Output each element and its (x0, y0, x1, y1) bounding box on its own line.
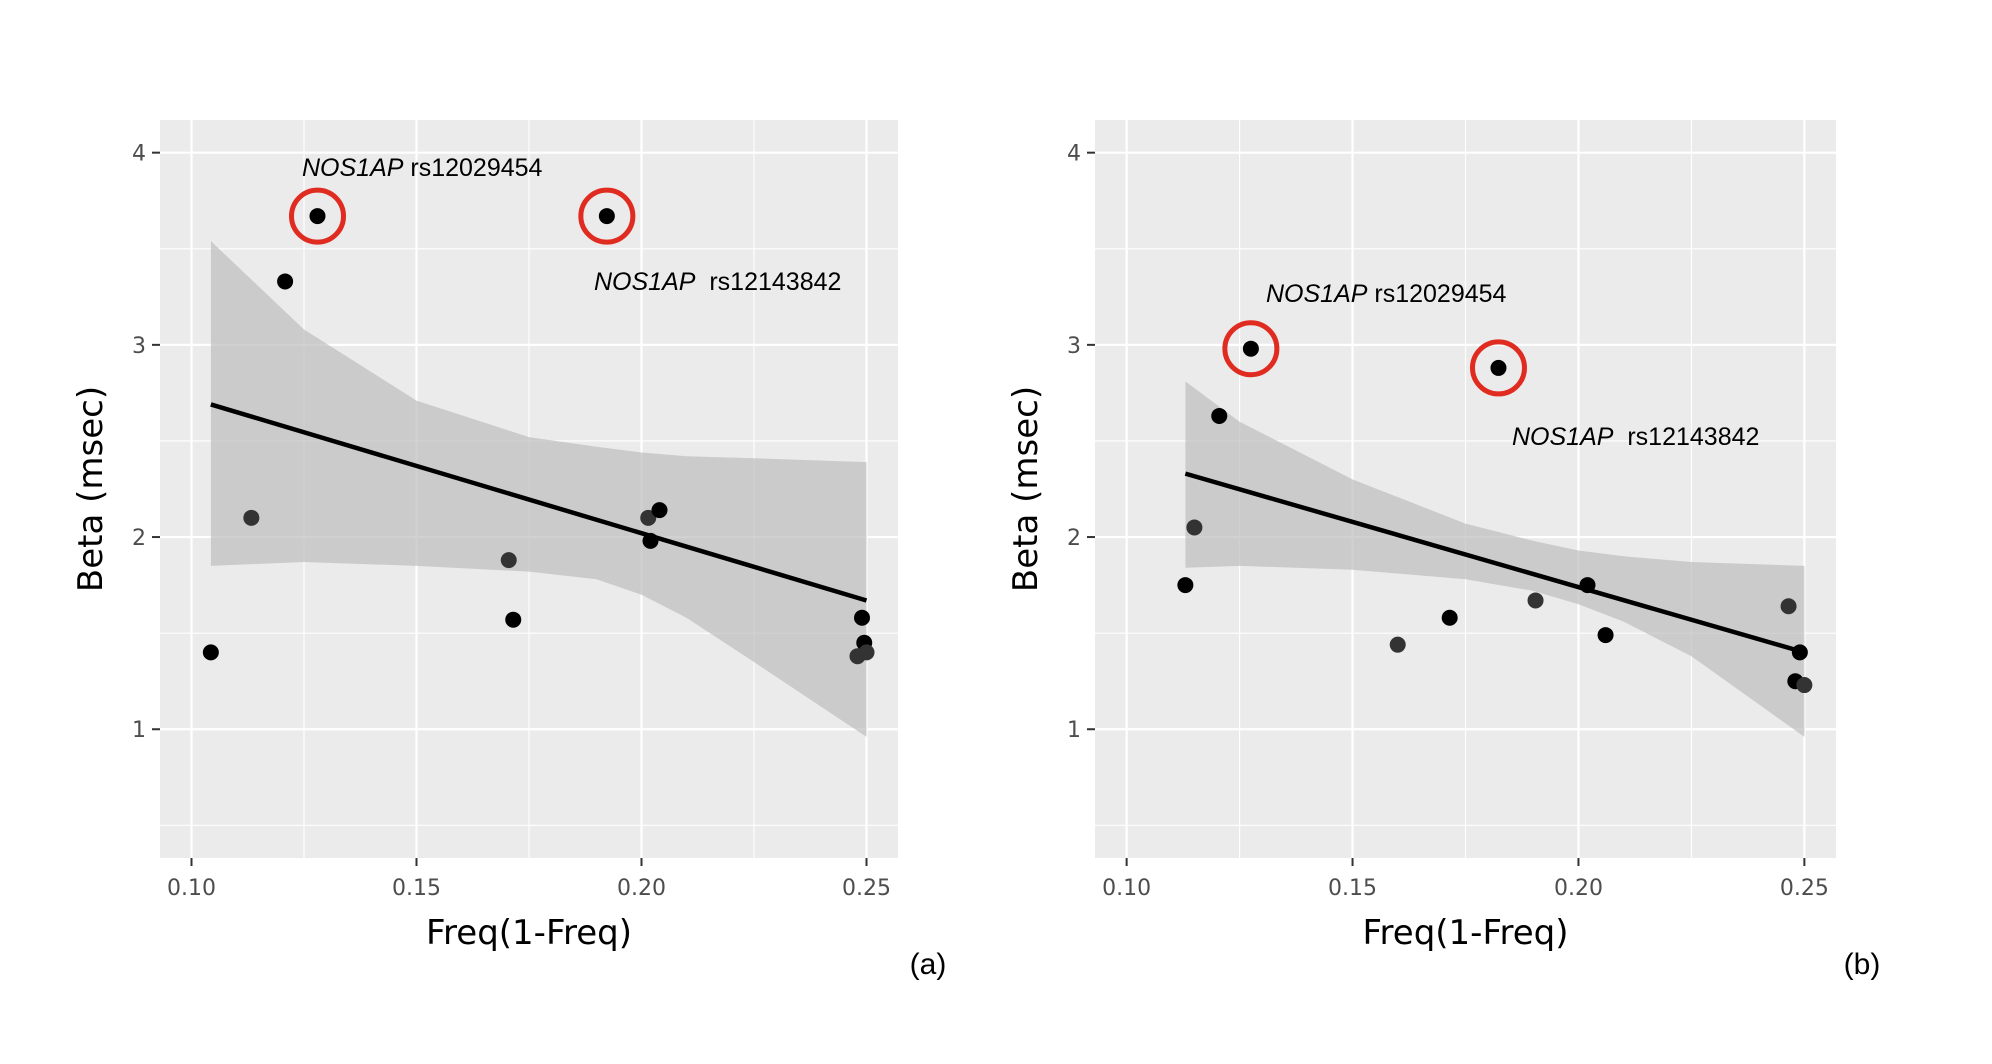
snp-id: rs12029454 (1374, 280, 1506, 308)
annotation-spacer (403, 154, 410, 182)
y-tick-label: 1 (132, 718, 146, 743)
highlight-ring (1222, 320, 1280, 378)
y-tick-label: 3 (132, 334, 146, 359)
x-tick-label: 0.20 (617, 876, 666, 901)
data-point (505, 611, 522, 628)
snp-annotation: NOS1AP rs12143842 (594, 268, 841, 296)
data-point (1791, 644, 1808, 661)
regression-line (210, 402, 868, 603)
data-point (598, 208, 615, 225)
y-tick-label: 4 (1067, 142, 1081, 167)
x-tick-label: 0.25 (842, 876, 891, 901)
gene-name: NOS1AP (594, 268, 696, 296)
gene-name: NOS1AP (1512, 423, 1614, 451)
regression-line (1184, 471, 1805, 655)
data-point (642, 532, 659, 549)
gene-name: NOS1AP (302, 154, 404, 182)
data-point (202, 644, 219, 661)
y-tick-label: 1 (1067, 718, 1081, 743)
y-tick-label: 4 (132, 142, 146, 167)
x-tick-label: 0.10 (1102, 876, 1151, 901)
y-tick-label: 2 (132, 526, 146, 551)
data-point (1780, 598, 1797, 615)
data-point (500, 552, 517, 569)
data-point (1177, 577, 1194, 594)
confidence-band (210, 241, 867, 737)
data-point (640, 509, 657, 526)
y-axis-title: Beta (msec) (71, 386, 111, 592)
annotation-spacer (1367, 280, 1374, 308)
gene-name: NOS1AP (1266, 280, 1368, 308)
highlight-ring (1469, 339, 1527, 397)
data-point (1242, 340, 1259, 357)
annotation-spacer (1613, 423, 1627, 451)
snp-id: rs12143842 (1627, 423, 1759, 451)
snp-annotation: NOS1AP rs12143842 (1512, 423, 1759, 451)
data-point (1490, 359, 1507, 376)
snp-id: rs12143842 (709, 268, 841, 296)
data-point (1527, 592, 1544, 609)
highlight-ring (289, 187, 346, 245)
snp-annotation: NOS1AP rs12029454 (1266, 280, 1507, 308)
data-point (1389, 636, 1406, 653)
x-tick-label: 0.20 (1554, 876, 1603, 901)
x-axis-title: Freq(1-Freq) (426, 913, 632, 953)
data-point (854, 609, 870, 626)
snp-annotation: NOS1AP rs12029454 (302, 154, 543, 182)
data-point (1186, 519, 1203, 536)
y-axis-title: Beta (msec) (1006, 386, 1046, 592)
data-point (1211, 407, 1228, 424)
x-tick-label: 0.10 (167, 876, 216, 901)
data-point (243, 509, 260, 526)
y-tick-label: 2 (1067, 526, 1081, 551)
x-axis-title: Freq(1-Freq) (1362, 913, 1568, 953)
x-tick-label: 0.25 (1780, 876, 1829, 901)
highlight-ring (578, 187, 636, 245)
y-tick-label: 3 (1067, 334, 1081, 359)
x-tick-label: 0.15 (392, 876, 441, 901)
data-point (1441, 609, 1458, 626)
snp-id: rs12029454 (410, 154, 542, 182)
confidence-band (1185, 381, 1805, 737)
data-point (651, 502, 668, 519)
data-point (277, 273, 294, 290)
data-point (309, 208, 326, 225)
panel-label: (a) (910, 948, 947, 981)
data-point (858, 644, 875, 661)
data-point (1796, 677, 1813, 694)
data-point (1597, 627, 1614, 644)
annotation-spacer (695, 268, 709, 296)
data-point (1579, 577, 1596, 594)
panel-label: (b) (1844, 948, 1881, 981)
x-tick-label: 0.15 (1328, 876, 1377, 901)
